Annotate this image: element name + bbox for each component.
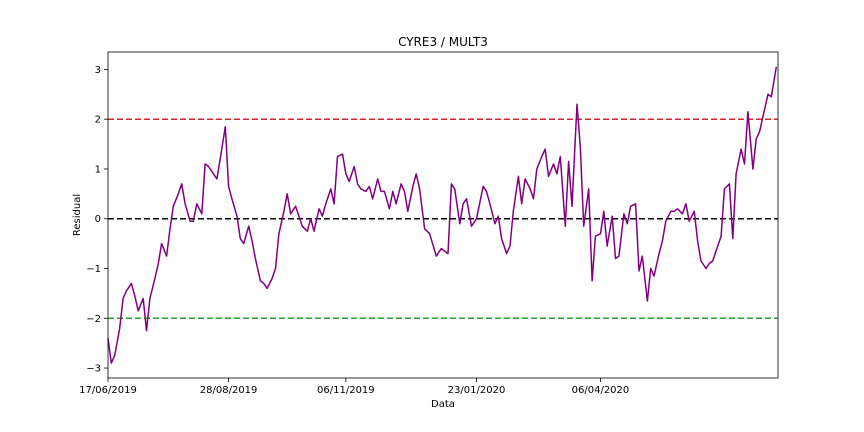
y-tick-label: 2 — [95, 115, 101, 126]
y-tick-label: 1 — [95, 164, 101, 175]
series-line — [107, 66, 778, 364]
y-tick-label: −1 — [86, 264, 101, 275]
series-layer — [107, 66, 778, 364]
chart-title: CYRE3 / MULT3 — [398, 35, 488, 49]
y-tick-label: 0 — [95, 214, 101, 225]
y-tick-label: −2 — [86, 314, 101, 325]
y-tick-label: −3 — [86, 364, 101, 375]
plot-area-frame — [107, 51, 779, 379]
x-axis-title: Data — [431, 399, 455, 410]
x-tick-label: 06/04/2020 — [572, 385, 630, 396]
y-axis: 3 2 1 0 −1 −2 −3 — [86, 65, 108, 375]
x-tick-label: 23/01/2020 — [448, 385, 506, 396]
y-tick-label: 3 — [95, 65, 101, 76]
x-tick-label: 06/11/2019 — [317, 385, 375, 396]
y-axis-title: Residual — [72, 194, 83, 236]
plot-area-background — [108, 52, 778, 378]
x-tick-label: 17/06/2019 — [79, 385, 137, 396]
x-tick-label: 28/08/2019 — [200, 385, 258, 396]
x-axis: 17/06/2019 28/08/2019 06/11/2019 23/01/2020… — [79, 378, 629, 396]
